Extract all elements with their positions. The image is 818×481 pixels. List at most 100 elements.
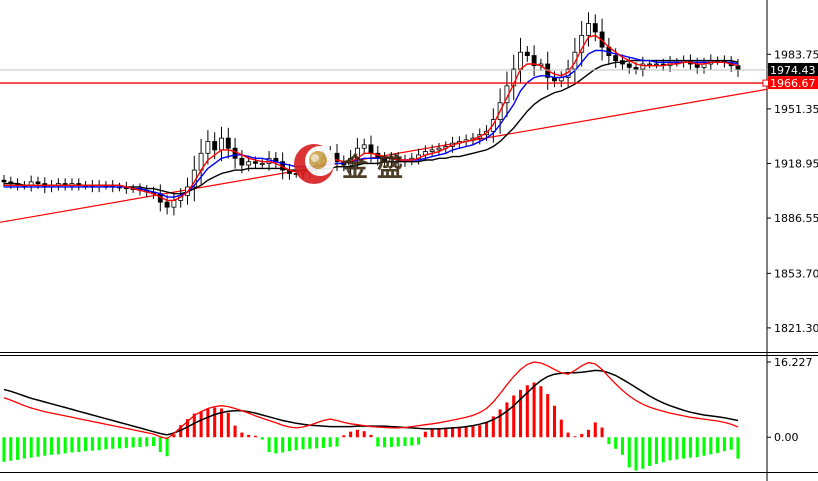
macd-histogram-bar bbox=[131, 437, 135, 448]
macd-histogram-bar bbox=[43, 437, 47, 456]
macd-histogram-bar bbox=[36, 437, 40, 457]
candle bbox=[164, 194, 170, 215]
macd-histogram-bar bbox=[661, 437, 665, 463]
macd-histogram-bar bbox=[410, 437, 414, 446]
macd-histogram-bar bbox=[722, 437, 726, 452]
macd-histogram-bar bbox=[70, 437, 74, 453]
macd-histogram-bar bbox=[729, 437, 733, 450]
candle bbox=[232, 137, 238, 169]
macd-histogram-bar bbox=[219, 408, 224, 438]
macd-histogram-bar bbox=[321, 437, 325, 448]
macd-histogram-bar bbox=[573, 436, 577, 438]
candle bbox=[219, 126, 224, 162]
level-price-label: 1966.67 bbox=[770, 77, 816, 90]
candle bbox=[558, 71, 564, 88]
macd-histogram-bar bbox=[118, 437, 122, 449]
macd-histogram-bar bbox=[287, 437, 291, 452]
macd-axis: 16.227 0.00 bbox=[767, 356, 813, 444]
candle bbox=[586, 12, 591, 47]
macd-histogram-bar bbox=[124, 437, 128, 448]
macd-histogram-bar bbox=[627, 437, 631, 468]
macd-histogram-bar bbox=[383, 437, 387, 448]
macd-histogram-bar bbox=[471, 426, 475, 438]
macd-histogram-bar bbox=[403, 437, 407, 447]
macd-histogram-bar bbox=[274, 437, 278, 454]
ma-red-line bbox=[4, 34, 739, 202]
macd-histogram-bar bbox=[559, 419, 563, 438]
macd-histogram-bar bbox=[600, 427, 604, 438]
candle bbox=[287, 163, 292, 180]
macd-histogram-bar bbox=[179, 425, 183, 438]
macd-histogram-bar bbox=[342, 435, 346, 438]
macd-histogram-bar bbox=[552, 405, 557, 438]
macd-histogram-bar bbox=[668, 437, 672, 461]
macd-histogram-bar bbox=[151, 437, 156, 447]
macd-histogram-bar bbox=[22, 437, 26, 459]
price-tick-label: 1983.75 bbox=[774, 48, 818, 61]
macd-histogram-bar bbox=[281, 437, 285, 453]
macd-pane bbox=[2, 361, 740, 471]
macd-histogram-bar bbox=[16, 437, 20, 460]
macd-histogram-bar bbox=[29, 437, 33, 458]
macd-histogram-bar bbox=[688, 437, 692, 458]
macd-histogram-bar bbox=[675, 437, 679, 460]
macd-histogram-bar bbox=[308, 437, 312, 449]
macd-histogram-bar bbox=[294, 437, 298, 451]
macd-histogram-bar bbox=[498, 409, 502, 438]
level-price-tag bbox=[768, 76, 818, 90]
macd-tick-label: 16.227 bbox=[774, 356, 813, 369]
macd-histogram-bar bbox=[546, 394, 550, 438]
macd-histogram-bar bbox=[233, 425, 237, 438]
macd-histogram-bar bbox=[485, 422, 489, 438]
macd-histogram-bar bbox=[518, 389, 523, 438]
macd-histogram-bar bbox=[165, 437, 169, 457]
candle bbox=[225, 127, 231, 159]
macd-histogram-bar bbox=[226, 412, 230, 438]
candle bbox=[76, 178, 82, 191]
macd-histogram-bar bbox=[566, 432, 570, 438]
price-tick-label: 1821.30 bbox=[774, 322, 818, 335]
macd-histogram-bar bbox=[709, 437, 713, 455]
macd-histogram-bar bbox=[607, 437, 611, 445]
macd-histogram-bar bbox=[199, 411, 203, 438]
macd-histogram-bar bbox=[315, 437, 319, 449]
macd-histogram-bar bbox=[512, 395, 516, 438]
macd-tick-label: 0.00 bbox=[774, 431, 799, 444]
candle bbox=[62, 178, 68, 191]
macd-histogram-bar bbox=[593, 422, 597, 438]
price-tick-label: 1886.55 bbox=[774, 212, 818, 225]
macd-histogram-bar bbox=[478, 425, 482, 438]
macd-histogram-bar bbox=[158, 437, 162, 453]
macd-histogram-bar bbox=[423, 431, 427, 438]
macd-histogram-bar bbox=[138, 437, 142, 447]
macd-histogram-bar bbox=[532, 382, 536, 438]
macd-histogram-bar bbox=[648, 437, 652, 466]
macd-histogram-bar bbox=[267, 437, 271, 453]
current-price-tag bbox=[768, 63, 818, 77]
macd-histogram-bar bbox=[192, 413, 196, 438]
macd-histogram-bar bbox=[634, 437, 638, 471]
macd-main-line bbox=[3, 361, 739, 440]
candle bbox=[402, 154, 408, 167]
macd-histogram-bar bbox=[206, 408, 210, 438]
jinsheng-logo-icon bbox=[294, 144, 335, 184]
macd-histogram-bar bbox=[614, 437, 618, 449]
candle bbox=[524, 45, 530, 62]
macd-histogram-bar bbox=[328, 437, 332, 447]
macd-histogram-bar bbox=[586, 429, 591, 438]
candle bbox=[518, 37, 523, 84]
macd-histogram bbox=[2, 382, 740, 471]
candle bbox=[572, 37, 578, 84]
moving-averages bbox=[4, 34, 739, 202]
candle bbox=[681, 55, 687, 68]
macd-histogram-bar bbox=[654, 437, 658, 465]
macd-histogram-bar bbox=[457, 426, 461, 438]
macd-histogram-bar bbox=[736, 437, 740, 459]
candle bbox=[511, 54, 517, 101]
macd-histogram-bar bbox=[56, 437, 60, 455]
current-price-label: 1974.43 bbox=[770, 64, 816, 77]
macd-histogram-bar bbox=[376, 437, 380, 447]
macd-histogram-bar bbox=[437, 427, 441, 438]
macd-histogram-bar bbox=[260, 437, 264, 440]
